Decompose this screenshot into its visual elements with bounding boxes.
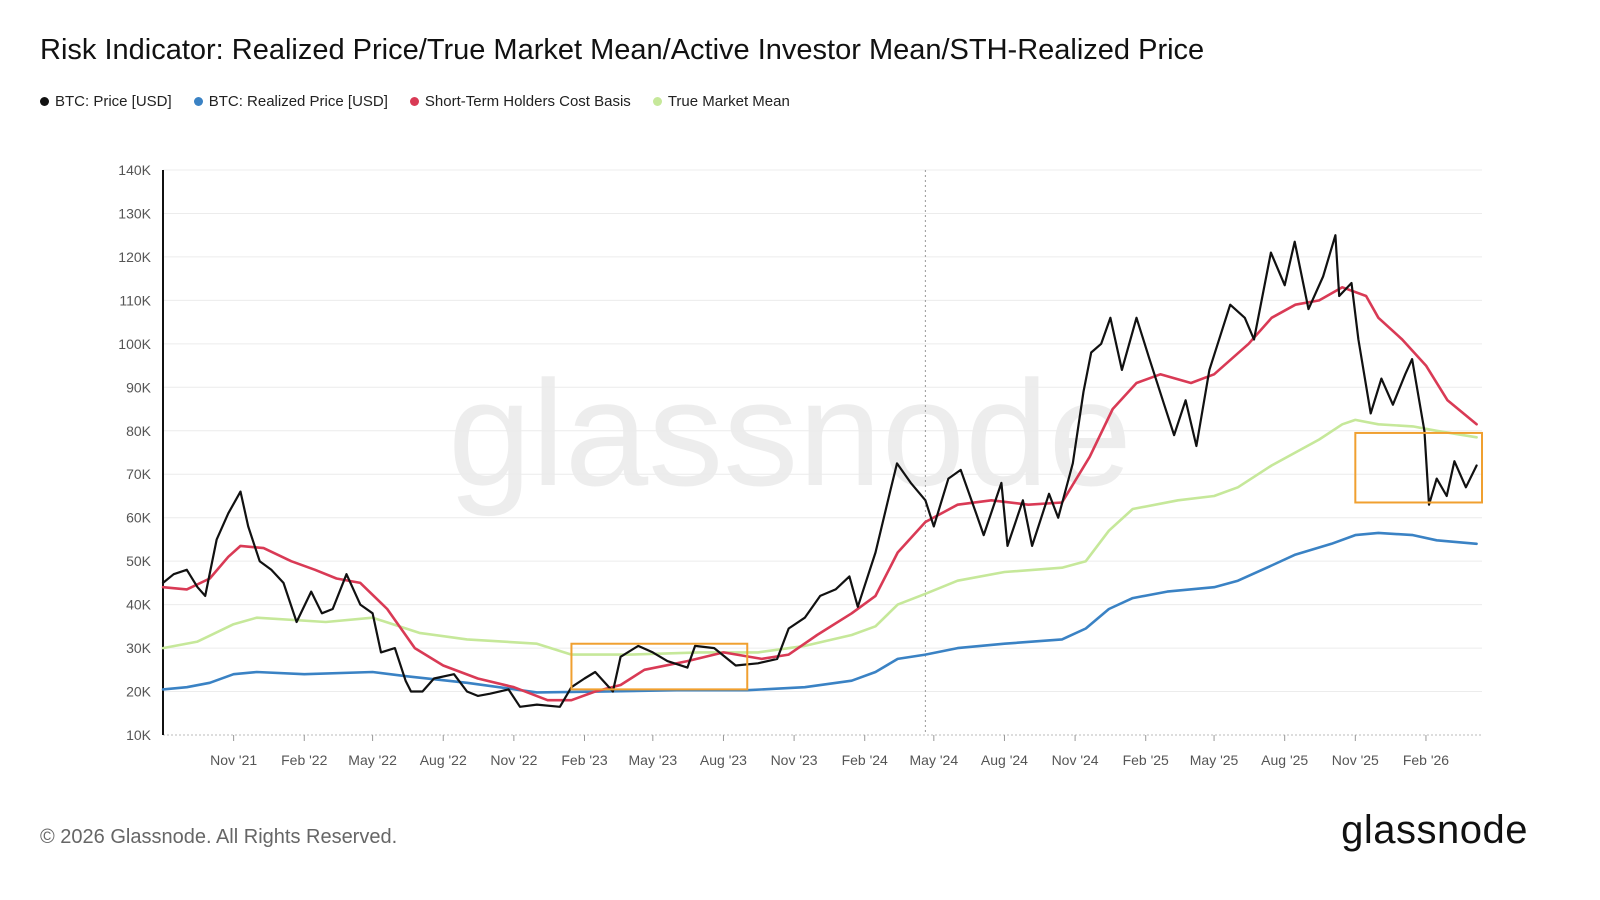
x-tick-label: Nov '25 xyxy=(1332,752,1379,768)
x-tick-label: Nov '22 xyxy=(490,752,537,768)
y-tick-label: 100K xyxy=(118,336,151,352)
legend-label-true-market-mean: True Market Mean xyxy=(667,93,790,110)
x-tick-label: May '23 xyxy=(629,752,678,768)
y-tick-label: 40K xyxy=(126,597,152,613)
x-tick-label: Aug '23 xyxy=(700,752,747,768)
x-tick-label: Aug '22 xyxy=(420,752,467,768)
legend-dot-price xyxy=(40,97,49,106)
x-tick-label: Nov '23 xyxy=(771,752,818,768)
y-tick-label: 10K xyxy=(126,727,152,743)
legend-dot-sth-cost-basis xyxy=(409,97,419,106)
legend: BTC: Price [USD] BTC: Realized Price [US… xyxy=(40,93,790,110)
y-tick-label: 120K xyxy=(118,249,151,265)
y-tick-label: 90K xyxy=(126,379,152,395)
x-tick-label: Feb '22 xyxy=(281,752,327,768)
y-tick-label: 50K xyxy=(126,553,152,569)
y-tick-label: 80K xyxy=(126,423,152,439)
y-tick-label: 30K xyxy=(126,640,152,656)
y-tick-label: 20K xyxy=(126,684,152,700)
y-tick-label: 70K xyxy=(126,466,152,482)
legend-item-true-market-mean[interactable]: True Market Mean xyxy=(652,93,790,110)
y-tick-label: 130K xyxy=(118,205,151,221)
highlight-box-1 xyxy=(570,642,749,691)
x-tick-label: May '25 xyxy=(1190,752,1239,768)
y-tick-label: 60K xyxy=(126,510,152,526)
x-tick-label: Nov '21 xyxy=(210,752,257,768)
legend-item-price[interactable]: BTC: Price [USD] xyxy=(40,93,172,110)
legend-item-realized-price[interactable]: BTC: Realized Price [USD] xyxy=(193,93,388,110)
y-tick-label: 140K xyxy=(118,162,151,178)
x-tick-label: Feb '26 xyxy=(1403,752,1449,768)
x-tick-label: Aug '25 xyxy=(1261,752,1308,768)
legend-label-price: BTC: Price [USD] xyxy=(55,93,172,110)
x-tick-label: May '24 xyxy=(910,752,959,768)
x-tick-label: Feb '25 xyxy=(1123,752,1169,768)
watermark-text: glassnode xyxy=(448,349,1132,517)
chart-title: Risk Indicator: Realized Price/True Mark… xyxy=(40,34,1205,66)
x-tick-label: Feb '23 xyxy=(561,752,607,768)
realized-price-line xyxy=(161,531,1478,694)
copyright-text: © 2026 Glassnode. All Rights Reserved. xyxy=(40,826,398,848)
x-tick-label: Feb '24 xyxy=(842,752,888,768)
legend-dot-true-market-mean xyxy=(652,97,662,106)
glassnode-logo: glassnode xyxy=(1341,808,1528,852)
x-tick-label: Aug '24 xyxy=(981,752,1028,768)
legend-item-sth-cost-basis[interactable]: Short-Term Holders Cost Basis xyxy=(409,93,631,110)
legend-dot-realized-price xyxy=(193,97,203,106)
y-tick-label: 110K xyxy=(119,292,151,308)
legend-label-realized-price: BTC: Realized Price [USD] xyxy=(208,93,388,110)
true-market-mean-line xyxy=(161,418,1478,656)
price-line xyxy=(161,234,1478,708)
highlight-box-2 xyxy=(1354,431,1483,504)
x-tick-label: May '22 xyxy=(348,752,397,768)
x-tick-label: Nov '24 xyxy=(1052,752,1099,768)
legend-label-sth-cost-basis: Short-Term Holders Cost Basis xyxy=(424,93,631,110)
sth-cost-basis-line xyxy=(161,286,1478,702)
